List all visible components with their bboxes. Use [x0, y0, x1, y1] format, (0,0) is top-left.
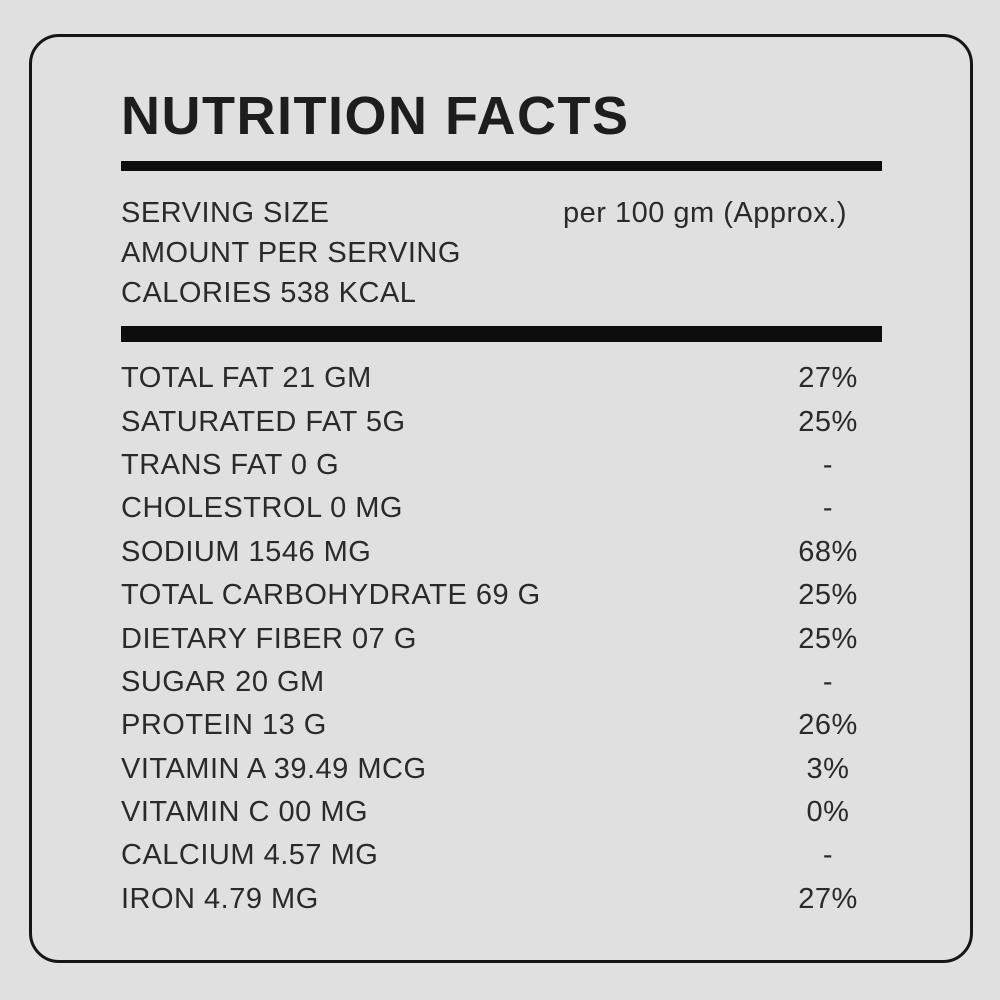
calories-value: CALORIES 538 KCAL — [121, 277, 417, 309]
nutrient-daily-value: - — [822, 839, 834, 872]
nutrient-name: DIETARY FIBER 07 G — [121, 622, 417, 655]
title-divider-bar — [121, 161, 882, 171]
nutrient-daily-value: - — [822, 665, 834, 698]
nutrient-daily-value: - — [822, 492, 834, 525]
serving-size-value: per 100 gm (Approx.) — [562, 197, 847, 229]
nutrient-row: SATURATED FAT 5G 25% — [121, 400, 882, 443]
nutrient-daily-value: - — [822, 448, 834, 481]
nutrient-row: SUGAR 20 GM - — [121, 661, 882, 704]
nutrient-name: SATURATED FAT 5G — [121, 405, 406, 438]
nutrient-name: CHOLESTROL 0 MG — [121, 492, 403, 525]
nutrient-row: IRON 4.79 MG 27% — [121, 878, 882, 921]
serving-size-label: SERVING SIZE — [121, 197, 330, 229]
nutrition-label-card: NUTRITION FACTS SERVING SIZE per 100 gm … — [29, 34, 973, 963]
nutrient-row: TOTAL CARBOHYDRATE 69 G 25% — [121, 574, 882, 617]
nutrient-name: TOTAL CARBOHYDRATE 69 G — [121, 579, 541, 612]
section-divider-bar — [121, 326, 882, 342]
nutrient-name: TOTAL FAT 21 GM — [121, 362, 372, 395]
nutrient-name: IRON 4.79 MG — [121, 882, 319, 915]
nutrient-daily-value: 68% — [798, 535, 858, 568]
nutrient-name: SODIUM 1546 MG — [121, 535, 372, 568]
nutrient-row: TRANS FAT 0 G - — [121, 444, 882, 487]
nutrient-daily-value: 26% — [798, 709, 858, 742]
nutrient-daily-value: 25% — [798, 579, 858, 612]
nutrient-daily-value: 27% — [798, 882, 858, 915]
nutrient-name: VITAMIN A 39.49 MCG — [121, 752, 427, 785]
nutrient-daily-value: 3% — [806, 752, 850, 785]
nutrient-table: TOTAL FAT 21 GM 27% SATURATED FAT 5G 25% TRA… — [121, 357, 882, 921]
nutrient-row: VITAMIN A 39.49 MCG 3% — [121, 748, 882, 791]
amount-per-serving-label: AMOUNT PER SERVING — [121, 237, 461, 269]
nutrient-row: CHOLESTROL 0 MG - — [121, 487, 882, 530]
nutrient-name: VITAMIN C 00 MG — [121, 796, 369, 829]
nutrient-row: SODIUM 1546 MG 68% — [121, 531, 882, 574]
nutrient-daily-value: 0% — [806, 796, 850, 829]
serving-info-section: SERVING SIZE per 100 gm (Approx.) AMOUNT… — [121, 193, 882, 313]
nutrient-name: PROTEIN 13 G — [121, 709, 327, 742]
nutrient-name: CALCIUM 4.57 MG — [121, 839, 379, 872]
serving-size-row: SERVING SIZE per 100 gm (Approx.) — [121, 193, 882, 233]
nutrient-row: PROTEIN 13 G 26% — [121, 704, 882, 747]
nutrient-daily-value: 25% — [798, 405, 858, 438]
nutrient-row: CALCIUM 4.57 MG - — [121, 834, 882, 877]
nutrient-daily-value: 25% — [798, 622, 858, 655]
nutrient-daily-value: 27% — [798, 362, 858, 395]
nutrient-row: VITAMIN C 00 MG 0% — [121, 791, 882, 834]
nutrient-row: TOTAL FAT 21 GM 27% — [121, 357, 882, 400]
nutrient-name: TRANS FAT 0 G — [121, 448, 340, 481]
nutrient-row: DIETARY FIBER 07 G 25% — [121, 617, 882, 660]
nutrition-facts-title: NUTRITION FACTS — [121, 86, 630, 146]
nutrient-name: SUGAR 20 GM — [121, 665, 325, 698]
